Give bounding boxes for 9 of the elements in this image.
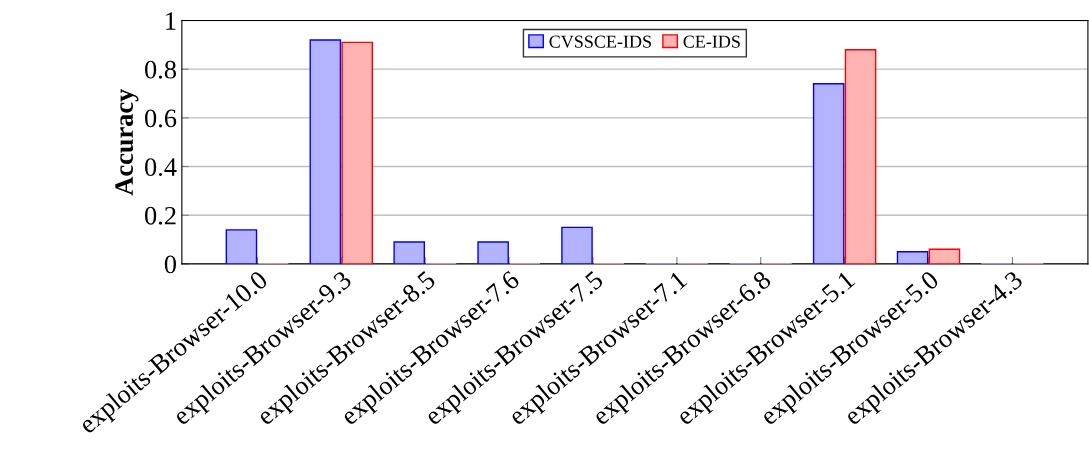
y-tick-label: 0.8 (145, 60, 176, 79)
legend-label: CE-IDS (683, 35, 740, 48)
y-axis-title: Accuracy (115, 88, 139, 196)
y-tick-label: 1 (166, 12, 176, 30)
y-tick-label: 0 (164, 255, 176, 274)
y-tick-label: 0.6 (145, 109, 177, 128)
y-tick-label: 0.2 (145, 206, 176, 225)
legend-label: CVSSCE-IDS (549, 35, 651, 48)
y-tick-label: 0.4 (145, 158, 177, 177)
